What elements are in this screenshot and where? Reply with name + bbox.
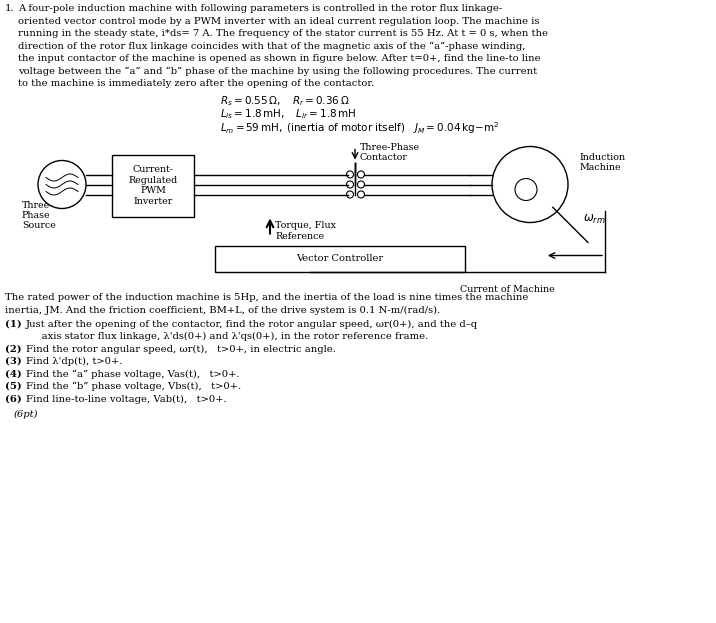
Text: The rated power of the induction machine is 5Hp, and the inertia of the load is : The rated power of the induction machine… — [5, 293, 528, 303]
Text: A four-pole induction machine with following parameters is controlled in the rot: A four-pole induction machine with follo… — [18, 4, 502, 13]
Text: Find the “b” phase voltage, Vbs(t),   t>0+.: Find the “b” phase voltage, Vbs(t), t>0+… — [26, 382, 241, 391]
Bar — [215, 245, 465, 272]
Text: $R_s = 0.55\,\Omega,\quad R_r = 0.36\,\Omega$: $R_s = 0.55\,\Omega,\quad R_r = 0.36\,\O… — [220, 95, 349, 108]
Text: axis stator flux linkage, λ'ds(0+) and λ'qs(0+), in the rotor reference frame.: axis stator flux linkage, λ'ds(0+) and λ… — [26, 332, 428, 341]
Text: Find line-to-line voltage, Vab(t),   t>0+.: Find line-to-line voltage, Vab(t), t>0+. — [26, 394, 227, 404]
Text: (6): (6) — [5, 394, 21, 404]
Text: Three-Phase
Contactor: Three-Phase Contactor — [360, 143, 420, 162]
Text: Three-
Phase
Source: Three- Phase Source — [22, 201, 56, 231]
Text: inertia, JM. And the friction coefficient, BM+L, of the drive system is 0.1 N-m/: inertia, JM. And the friction coefficien… — [5, 306, 440, 315]
Text: $\omega_{rm}$: $\omega_{rm}$ — [583, 212, 606, 226]
Text: (3): (3) — [5, 357, 21, 366]
Text: Find the “a” phase voltage, Vas(t),   t>0+.: Find the “a” phase voltage, Vas(t), t>0+… — [26, 369, 239, 379]
Text: Torque, Flux
Reference: Torque, Flux Reference — [275, 222, 336, 241]
Text: Current-
Regulated
PWM
Inverter: Current- Regulated PWM Inverter — [128, 165, 178, 206]
Text: $L_m = 59\,\mathrm{mH},\;\mathrm{(inertia\ of\ motor\ itself)}\quad J_M = 0.04\,: $L_m = 59\,\mathrm{mH},\;\mathrm{(inerti… — [220, 120, 500, 136]
Text: oriented vector control mode by a PWM inverter with an ideal current regulation : oriented vector control mode by a PWM in… — [18, 16, 539, 26]
Text: (5): (5) — [5, 382, 21, 391]
Text: running in the steady state, i*ds= 7 A. The frequency of the stator current is 5: running in the steady state, i*ds= 7 A. … — [18, 29, 548, 38]
Text: to the machine is immediately zero after the opening of the contactor.: to the machine is immediately zero after… — [18, 79, 374, 88]
Text: Find the rotor angular speed, ωr(t),   t>0+, in electric angle.: Find the rotor angular speed, ωr(t), t>0… — [26, 345, 336, 354]
Text: (2): (2) — [5, 345, 21, 353]
Text: voltage between the “a” and “b” phase of the machine by using the following proc: voltage between the “a” and “b” phase of… — [18, 67, 537, 76]
Text: (4): (4) — [5, 369, 21, 379]
Text: Vector Controller: Vector Controller — [296, 254, 384, 263]
Text: (1): (1) — [5, 320, 21, 328]
Text: Find λ'dp(t), t>0+.: Find λ'dp(t), t>0+. — [26, 357, 122, 366]
Text: Just after the opening of the contactor, find the rotor angular speed, ωr(0+), a: Just after the opening of the contactor,… — [26, 320, 478, 328]
Text: the input contactor of the machine is opened as shown in figure below. After t=0: the input contactor of the machine is op… — [18, 54, 541, 63]
Text: (6pt): (6pt) — [14, 410, 39, 419]
Text: direction of the rotor flux linkage coincides with that of the magnetic axis of : direction of the rotor flux linkage coin… — [18, 42, 526, 51]
Text: Induction
Machine: Induction Machine — [580, 153, 626, 172]
Bar — [112, 155, 194, 217]
Text: 1.: 1. — [5, 4, 14, 13]
Text: Current of Machine: Current of Machine — [460, 285, 555, 293]
Text: $L_{ls} = 1.8\,\mathrm{mH},\quad L_{lr} = 1.8\,\mathrm{mH}$: $L_{ls} = 1.8\,\mathrm{mH},\quad L_{lr} … — [220, 108, 357, 121]
